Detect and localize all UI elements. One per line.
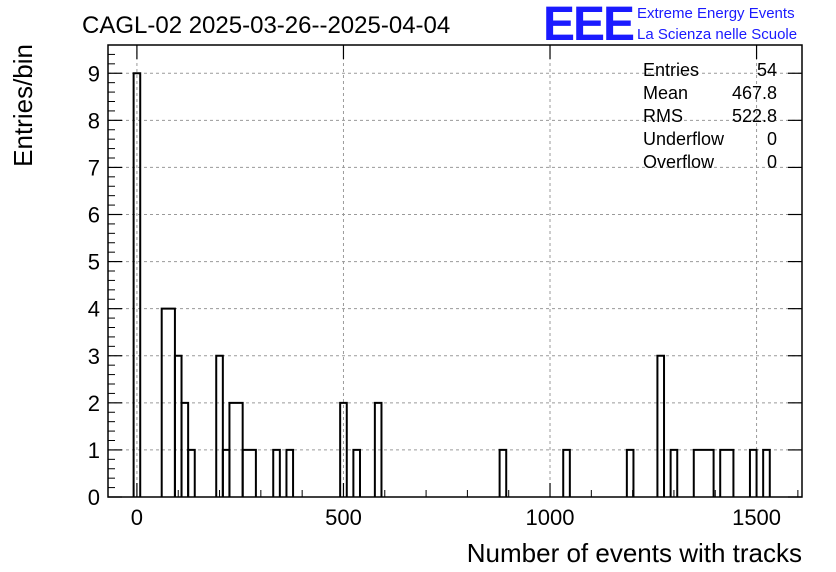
- logo-mark: EEE: [543, 0, 634, 51]
- y-tick-label: 0: [88, 485, 100, 510]
- logo-line-1: Extreme Energy Events: [637, 5, 795, 22]
- y-tick-label: 5: [88, 250, 100, 275]
- stats-rms-value: 522.8: [732, 106, 777, 126]
- logo-line-2: La Scienza nelle Scuole: [637, 26, 797, 43]
- y-tick-label: 1: [88, 438, 100, 463]
- y-tick-label: 4: [88, 297, 100, 322]
- y-tick-label: 3: [88, 344, 100, 369]
- histogram-bar: [241, 448, 257, 497]
- histogram-bar: [187, 448, 196, 497]
- stats-underflow-value: 0: [767, 129, 777, 149]
- x-tick-label: 1000: [526, 505, 575, 530]
- stats-underflow-label: Underflow: [643, 129, 725, 149]
- stats-overflow-label: Overflow: [643, 152, 715, 172]
- grid-lines: [108, 45, 802, 497]
- plot-frame: [107, 44, 803, 498]
- y-tick-label: 7: [88, 155, 100, 180]
- stats-mean-label: Mean: [643, 83, 688, 103]
- y-tick-label: 6: [88, 203, 100, 228]
- histogram-bar: [339, 401, 348, 497]
- x-axis-title: Number of events with tracks: [467, 538, 802, 568]
- histogram-bar: [285, 448, 295, 497]
- stats-entries-value: 54: [757, 60, 777, 80]
- stats-entries-label: Entries: [643, 60, 699, 80]
- histogram-bar: [669, 448, 679, 497]
- x-tick-label: 0: [131, 505, 143, 530]
- x-tick-label: 1500: [732, 505, 781, 530]
- histogram-bar: [762, 448, 771, 497]
- histogram-bar: [625, 448, 635, 497]
- y-tick-label: 8: [88, 108, 100, 133]
- y-tick-label: 2: [88, 391, 100, 416]
- x-tick-label: 500: [325, 505, 362, 530]
- histogram-bar: [498, 448, 508, 497]
- eee-logo: EEE Extreme Energy Events La Scienza nel…: [543, 0, 797, 51]
- histogram-bar: [132, 72, 142, 497]
- histogram-bar: [719, 448, 735, 497]
- histogram-bar: [373, 401, 383, 497]
- y-axis-title: Entries/bin: [8, 44, 38, 167]
- stats-overflow-value: 0: [767, 152, 777, 172]
- histogram-bar: [562, 448, 571, 497]
- histogram-bar: [215, 354, 224, 497]
- histogram-bar: [272, 448, 281, 497]
- stats-box: Entries 54 Mean 467.8 RMS 522.8 Underflo…: [643, 60, 777, 172]
- histogram-bar: [692, 448, 715, 497]
- axis-ticks: [108, 44, 802, 498]
- histogram-bars: [132, 72, 771, 497]
- histogram-bar: [352, 448, 361, 497]
- chart-title: CAGL-02 2025-03-26--2025-04-04: [82, 12, 450, 39]
- y-tick-label: 9: [88, 61, 100, 86]
- stats-rms-label: RMS: [643, 106, 683, 126]
- stats-mean-value: 467.8: [732, 83, 777, 103]
- histogram-bar: [748, 448, 758, 497]
- histogram-bar: [656, 354, 666, 497]
- tick-labels: 0 500 1000 1500 0 1 2 3 4 5 6 7 8 9: [88, 61, 781, 530]
